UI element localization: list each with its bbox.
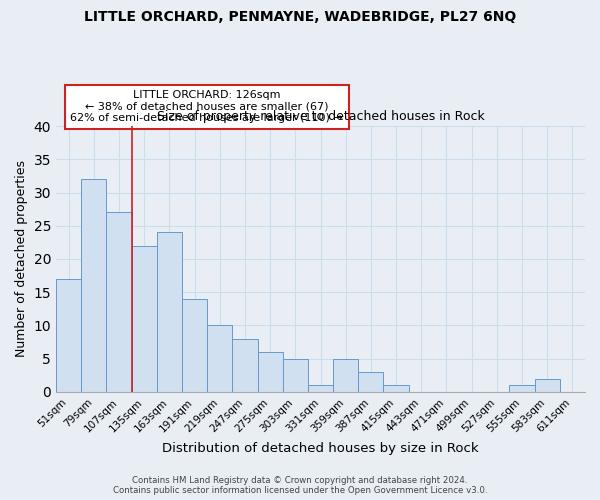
Bar [535,378,560,392]
Bar [383,386,409,392]
Bar [358,372,383,392]
Bar [207,326,232,392]
X-axis label: Distribution of detached houses by size in Rock: Distribution of detached houses by size … [162,442,479,455]
Bar [509,386,535,392]
Bar [81,179,106,392]
Y-axis label: Number of detached properties: Number of detached properties [15,160,28,358]
Bar [308,386,333,392]
Text: LITTLE ORCHARD: 126sqm
← 38% of detached houses are smaller (67)
62% of semi-det: LITTLE ORCHARD: 126sqm ← 38% of detached… [70,90,343,124]
Text: Contains HM Land Registry data © Crown copyright and database right 2024.
Contai: Contains HM Land Registry data © Crown c… [113,476,487,495]
Text: LITTLE ORCHARD, PENMAYNE, WADEBRIDGE, PL27 6NQ: LITTLE ORCHARD, PENMAYNE, WADEBRIDGE, PL… [84,10,516,24]
Bar [56,279,81,392]
Bar [106,212,131,392]
Bar [257,352,283,392]
Bar [333,358,358,392]
Bar [283,358,308,392]
Bar [157,232,182,392]
Bar [232,339,257,392]
Bar [131,246,157,392]
Title: Size of property relative to detached houses in Rock: Size of property relative to detached ho… [157,110,484,124]
Bar [182,299,207,392]
